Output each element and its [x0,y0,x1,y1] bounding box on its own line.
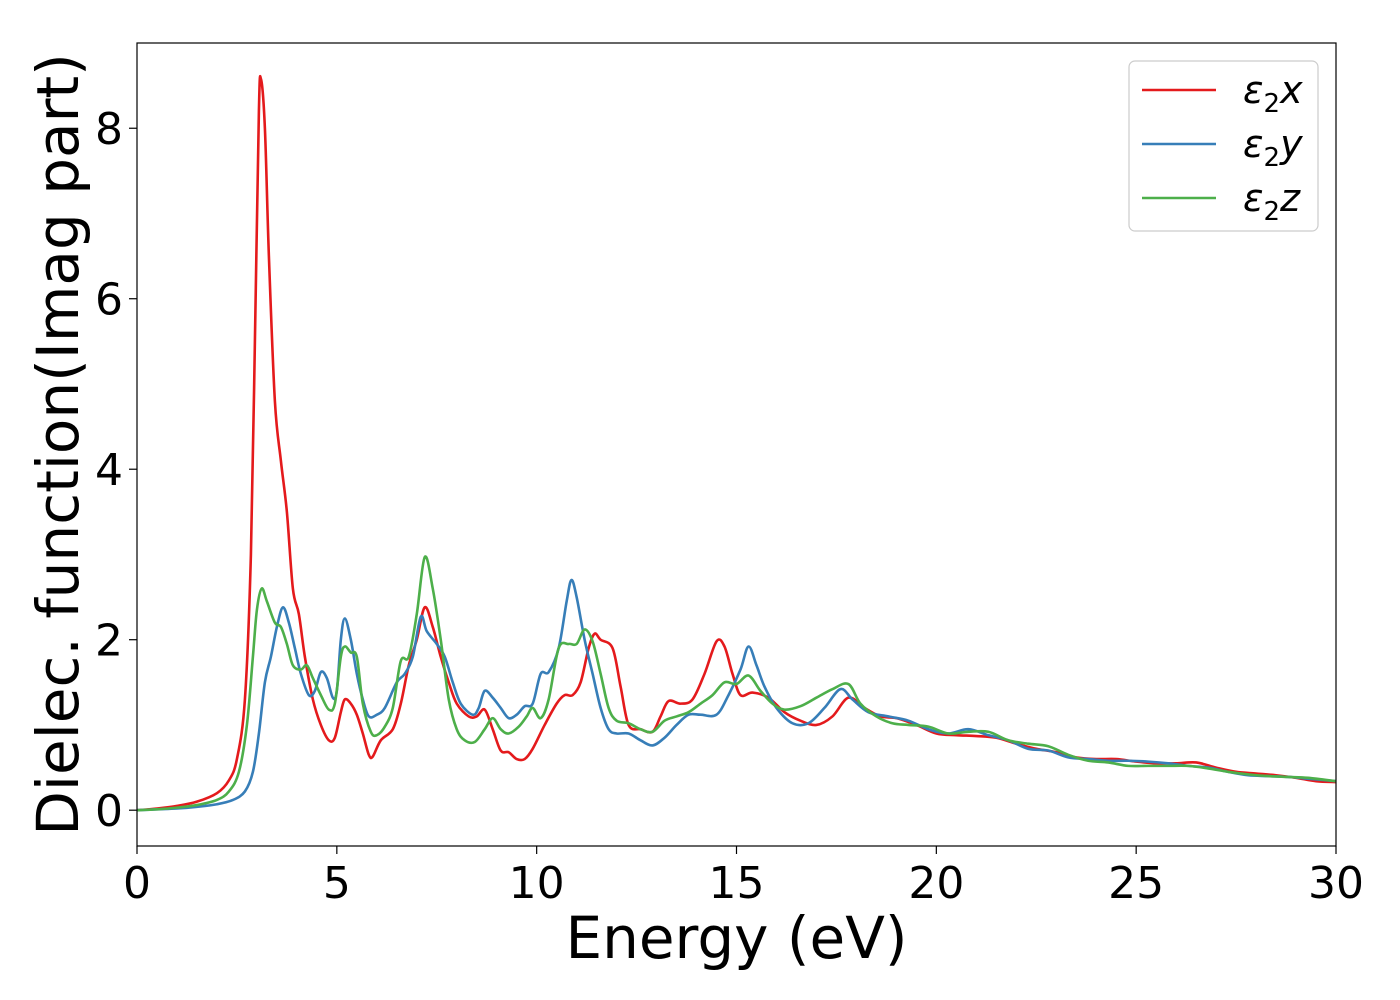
y-tick-label: 6 [95,275,123,326]
y-tick-label: 0 [95,786,123,837]
x-tick-label: 10 [509,858,565,909]
x-tick-label: 15 [709,858,765,909]
x-tick-label: 0 [123,858,151,909]
series-line-y [137,578,1336,812]
x-tick-label: 25 [1108,858,1164,909]
x-tick-label: 5 [323,858,351,909]
y-tick-label: 8 [95,104,123,155]
x-tick-label: 20 [908,858,964,909]
legend-label: ε2y [1243,122,1303,173]
x-axis-ticks: 0 5 10 15 20 25 30 [123,846,1364,909]
y-tick-label: 4 [95,445,123,496]
y-axis-ticks: 0 2 4 6 8 [95,104,137,837]
x-tick-label: 30 [1308,858,1364,909]
series-line-x [137,74,1336,812]
x-axis-label: Energy (eV) [565,904,907,972]
series-line-z [137,555,1336,812]
legend-label: ε2x [1243,68,1303,119]
y-tick-label: 2 [95,616,123,667]
y-axis-label: Dielec. function(Imag part) [24,53,92,836]
plot-area [137,74,1336,812]
legend-label: ε2z [1243,176,1301,227]
legend-box [1128,60,1319,232]
